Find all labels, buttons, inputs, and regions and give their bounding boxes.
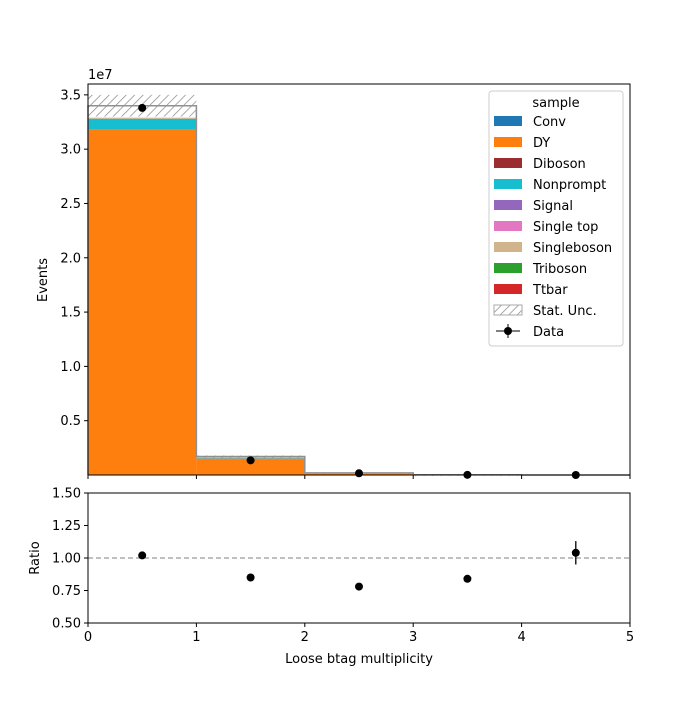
x-tick-label: 3	[409, 630, 417, 645]
legend-swatch-nonprompt	[494, 179, 522, 189]
legend-swatch-diboson	[494, 158, 522, 168]
legend-title: sample	[532, 96, 579, 111]
ratio-point-bin-0	[138, 551, 146, 559]
bar-singleboson-bin-0	[88, 118, 196, 119]
legend-label: Triboson	[532, 262, 587, 277]
legend-label: Single top	[533, 220, 598, 235]
x-tick-label: 4	[517, 630, 525, 645]
main-y-tick-label: 3.0	[60, 143, 81, 158]
ratio-y-axis-label: Ratio	[28, 541, 43, 574]
x-tick-label: 0	[84, 630, 92, 645]
main-y-axis-label: Events	[36, 258, 51, 302]
main-y-tick-label: 0.5	[60, 414, 81, 429]
ratio-points	[138, 541, 580, 591]
ratio-y-tick-label: 1.50	[52, 487, 81, 502]
legend-swatch-conv	[494, 116, 522, 126]
legend-label: DY	[533, 136, 550, 151]
main-y-tick-label: 2.5	[60, 197, 81, 212]
x-axis-label: Loose btag multiplicity	[285, 652, 433, 667]
main-y-tick-label: 3.5	[60, 88, 81, 103]
data-point-bin-1	[247, 456, 255, 464]
legend-label: Nonprompt	[533, 178, 606, 193]
legend-swatch-signal	[494, 200, 522, 210]
x-tick-label: 1	[192, 630, 200, 645]
ratio-point-bin-2	[355, 583, 363, 591]
legend-swatch-triboson	[494, 263, 522, 273]
main-y-tick-label: 1.5	[60, 306, 81, 321]
ratio-y-tick-label: 0.75	[52, 584, 81, 599]
legend-swatch-singleboson	[494, 242, 522, 252]
legend: sample Conv DY Diboson Nonprompt Signal Singl…	[489, 91, 623, 346]
ratio-point-bin-1	[247, 574, 255, 582]
legend-swatch-ttbar	[494, 284, 522, 294]
main-panel: 0.5 1.0 1.5 2.0 2.5 3.0 3.5 1e7 Events sample …	[36, 68, 630, 479]
ratio-y-tick-label: 0.50	[52, 617, 81, 632]
data-point-bin-2	[355, 469, 363, 477]
main-y-tick-label: 1.0	[60, 360, 81, 375]
x-tick-label: 5	[626, 630, 634, 645]
ratio-x-ticks: 0 1 2 3 4 5	[84, 623, 634, 645]
legend-swatch-single-top	[494, 221, 522, 231]
legend-label: Singleboson	[533, 241, 612, 256]
legend-swatch-dy	[494, 137, 522, 147]
ratio-point-bin-3	[463, 575, 471, 583]
data-point-bin-0	[138, 104, 146, 112]
ratio-y-tick-label: 1.00	[52, 552, 81, 567]
x-tick-label: 2	[301, 630, 309, 645]
legend-data-marker	[504, 327, 512, 335]
legend-label: Conv	[533, 115, 566, 130]
legend-label: Ttbar	[532, 283, 568, 298]
y-offset-label: 1e7	[88, 68, 113, 83]
legend-label: Data	[533, 325, 564, 340]
main-y-tick-label: 2.0	[60, 251, 81, 266]
ratio-y-tick-label: 1.25	[52, 519, 81, 534]
legend-label: Signal	[533, 199, 573, 214]
legend-label: Diboson	[533, 157, 586, 172]
main-y-ticks: 0.5 1.0 1.5 2.0 2.5 3.0 3.5	[60, 88, 88, 429]
legend-label: Stat. Unc.	[533, 304, 597, 319]
bar-dy-bin-0	[88, 130, 196, 475]
legend-swatch-stat-unc	[494, 305, 522, 315]
bar-nonprompt-bin-0	[88, 119, 196, 130]
ratio-panel: 0.50 0.75 1.00 1.25 1.50 0 1 2 3 4 5 Ratio Loose …	[28, 487, 634, 668]
ratio-point-bin-4	[572, 549, 580, 557]
stacked-histogram	[88, 118, 522, 475]
ratio-y-ticks: 0.50 0.75 1.00 1.25 1.50	[52, 487, 88, 632]
